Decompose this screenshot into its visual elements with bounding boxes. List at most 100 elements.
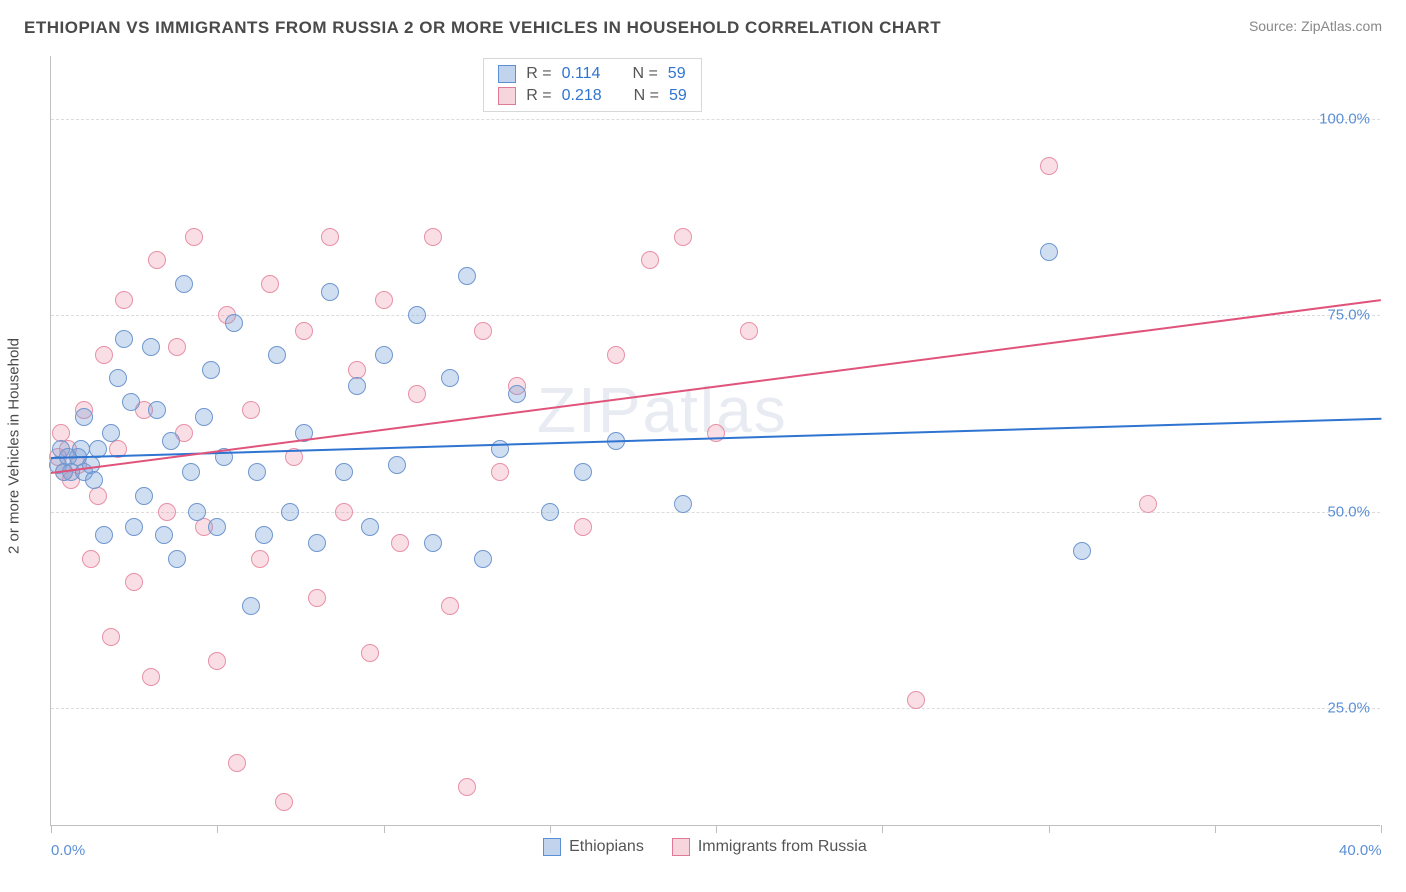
y-tick-label: 50.0% <box>1327 503 1370 520</box>
data-point <box>135 487 153 505</box>
data-point <box>208 518 226 536</box>
data-point <box>95 346 113 364</box>
data-point <box>162 432 180 450</box>
data-point <box>148 401 166 419</box>
swatch-icon <box>498 65 516 83</box>
data-point <box>361 644 379 662</box>
data-point <box>168 550 186 568</box>
data-point <box>295 322 313 340</box>
stat-n-value: 59 <box>669 87 687 105</box>
x-tick <box>716 825 717 833</box>
data-point <box>740 322 758 340</box>
data-point <box>82 550 100 568</box>
data-point <box>115 330 133 348</box>
data-point <box>408 385 426 403</box>
data-point <box>142 338 160 356</box>
data-point <box>474 550 492 568</box>
y-axis-title: 2 or more Vehicles in Household <box>6 338 23 554</box>
x-tick <box>1215 825 1216 833</box>
data-point <box>251 550 269 568</box>
gridline <box>51 708 1380 709</box>
data-point <box>148 251 166 269</box>
data-point <box>248 463 266 481</box>
stat-r-label: R = <box>526 65 551 83</box>
data-point <box>142 668 160 686</box>
data-point <box>1040 157 1058 175</box>
data-point <box>308 589 326 607</box>
data-point <box>168 338 186 356</box>
swatch-icon <box>543 838 561 856</box>
data-point <box>574 518 592 536</box>
data-point <box>115 291 133 309</box>
data-point <box>225 314 243 332</box>
data-point <box>674 495 692 513</box>
data-point <box>391 534 409 552</box>
trend-line <box>51 300 1381 475</box>
data-point <box>441 369 459 387</box>
data-point <box>268 346 286 364</box>
data-point <box>175 275 193 293</box>
data-point <box>125 573 143 591</box>
data-point <box>188 503 206 521</box>
data-point <box>242 401 260 419</box>
data-point <box>185 228 203 246</box>
data-point <box>275 793 293 811</box>
stat-r-value: 0.218 <box>562 87 602 105</box>
data-point <box>308 534 326 552</box>
data-point <box>388 456 406 474</box>
data-point <box>441 597 459 615</box>
data-point <box>574 463 592 481</box>
data-point <box>361 518 379 536</box>
data-point <box>85 471 103 489</box>
data-point <box>641 251 659 269</box>
data-point <box>109 369 127 387</box>
data-point <box>261 275 279 293</box>
x-tick <box>882 825 883 833</box>
stat-n-label: N = <box>634 87 659 105</box>
data-point <box>102 628 120 646</box>
data-point <box>458 778 476 796</box>
data-point <box>255 526 273 544</box>
x-tick-label: 40.0% <box>1339 842 1382 859</box>
gridline <box>51 512 1380 513</box>
data-point <box>158 503 176 521</box>
data-point <box>375 346 393 364</box>
data-point <box>125 518 143 536</box>
gridline <box>51 315 1380 316</box>
data-point <box>541 503 559 521</box>
data-point <box>155 526 173 544</box>
data-point <box>508 385 526 403</box>
gridline <box>51 119 1380 120</box>
x-tick <box>1049 825 1050 833</box>
data-point <box>1139 495 1157 513</box>
data-point <box>208 652 226 670</box>
data-point <box>75 408 93 426</box>
chart-title: ETHIOPIAN VS IMMIGRANTS FROM RUSSIA 2 OR… <box>24 18 941 38</box>
data-point <box>321 283 339 301</box>
data-point <box>348 377 366 395</box>
data-point <box>674 228 692 246</box>
data-point <box>458 267 476 285</box>
data-point <box>281 503 299 521</box>
y-tick-label: 100.0% <box>1319 110 1370 127</box>
data-point <box>321 228 339 246</box>
data-point <box>907 691 925 709</box>
data-point <box>1073 542 1091 560</box>
x-tick <box>1381 825 1382 833</box>
stat-r-label: R = <box>526 87 551 105</box>
data-point <box>424 228 442 246</box>
y-tick-label: 25.0% <box>1327 700 1370 717</box>
data-point <box>195 408 213 426</box>
stat-r-value: 0.114 <box>562 65 601 83</box>
data-point <box>474 322 492 340</box>
swatch-icon <box>498 87 516 105</box>
data-point <box>491 463 509 481</box>
stat-n-value: 59 <box>668 65 686 83</box>
correlation-legend: R = 0.114 N = 59 R = 0.218 N = 59 <box>483 58 702 112</box>
stat-n-label: N = <box>632 65 657 83</box>
data-point <box>424 534 442 552</box>
data-point <box>242 597 260 615</box>
data-point <box>408 306 426 324</box>
data-point <box>1040 243 1058 261</box>
data-point <box>182 463 200 481</box>
